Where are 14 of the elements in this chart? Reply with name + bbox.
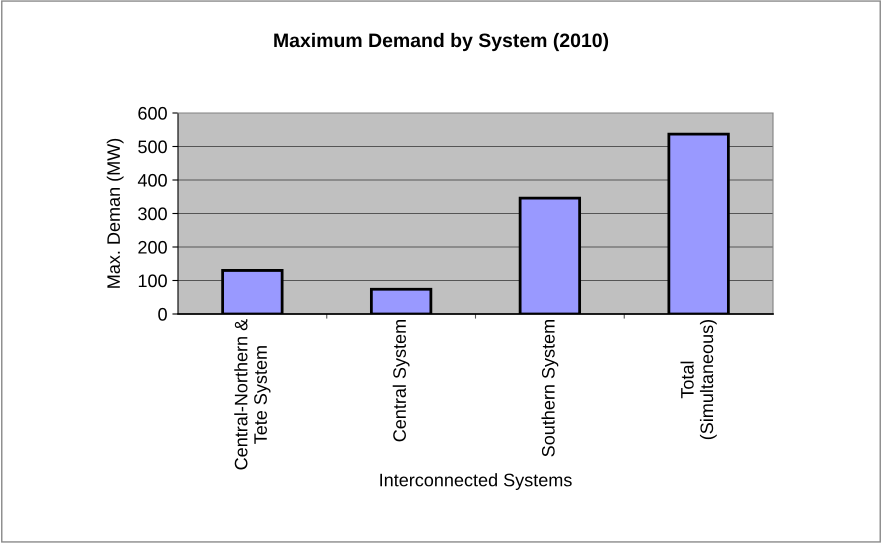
y-tick-label: 200 (138, 240, 167, 254)
y-tick-label: 0 (158, 308, 167, 321)
x-tick-label: Central-Northern & Tete System (234, 319, 271, 470)
y-tick-label: 100 (138, 274, 167, 288)
y-axis-title: Max. Deman (MW) (106, 138, 124, 288)
x-tick-label: Total (Simultaneous) (680, 320, 717, 440)
x-axis-title: Interconnected Systems (380, 473, 572, 490)
x-tick-label: Central System (392, 320, 410, 442)
y-tick-label: 400 (138, 174, 167, 187)
y-tick-label: 300 (138, 207, 167, 220)
y-tick-label: 600 (138, 106, 167, 120)
chart-title: Maximum Demand by System (2010) (274, 32, 608, 52)
x-tick-label: Southern System (541, 320, 558, 457)
y-tick-label: 500 (138, 140, 167, 154)
